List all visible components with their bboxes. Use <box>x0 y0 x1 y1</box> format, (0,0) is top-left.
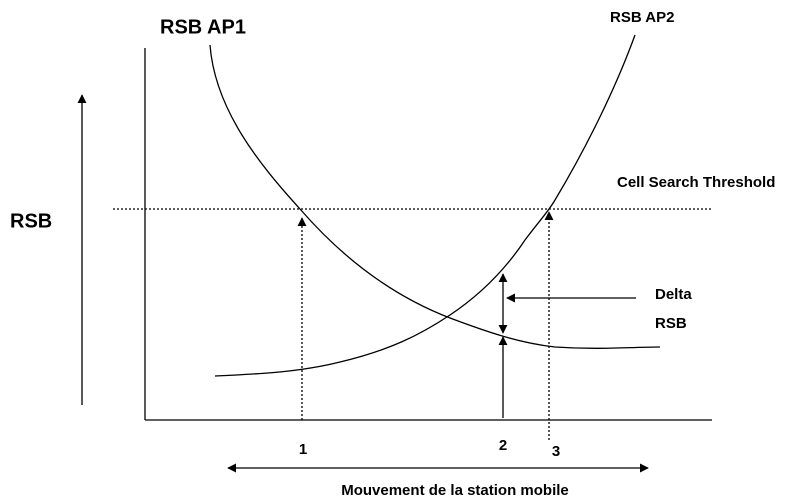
curve-ap2 <box>214 34 636 377</box>
curve-ap1 <box>209 44 661 349</box>
point-label: 3 <box>552 443 560 460</box>
point-label: 2 <box>499 437 507 454</box>
point-label: 1 <box>299 441 307 458</box>
y-label: RSB <box>10 210 52 232</box>
label-ap2: RSB AP2 <box>610 9 674 26</box>
threshold-label: Cell Search Threshold <box>617 174 775 191</box>
delta-label: Delta <box>655 286 692 303</box>
x-label: Mouvement de la station mobile <box>341 482 569 499</box>
label-ap1: RSB AP1 <box>160 16 246 38</box>
delta-label: RSB <box>655 315 687 332</box>
